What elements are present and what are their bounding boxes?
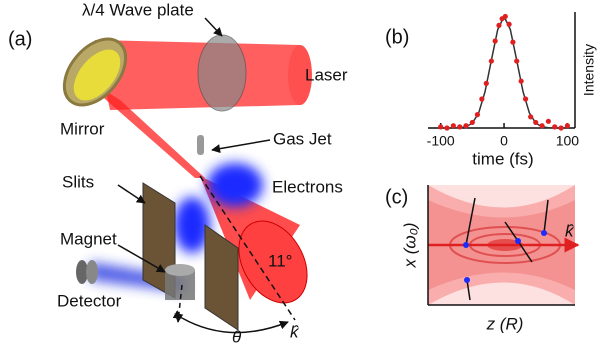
data-point [484, 81, 489, 86]
label: Detector [57, 291, 122, 310]
figure: (a) λ/4 Wave plate Laser Mirror Gas Jet … [0, 0, 605, 349]
electron [541, 230, 547, 236]
data-point [552, 124, 557, 129]
x-tick-label: 100 [556, 133, 580, 149]
data-point [565, 123, 570, 128]
electrons [207, 163, 263, 207]
x-tick-label: -100 [427, 133, 455, 149]
magnet-top [165, 264, 195, 276]
data-point [496, 23, 501, 28]
data-point [519, 79, 524, 84]
y-axis-label: Intensity [581, 44, 597, 96]
pointer [205, 18, 222, 36]
label: Mirror [60, 119, 105, 138]
pointer [118, 185, 145, 203]
x-axis-label: z (R) [486, 314, 524, 333]
waveplate [198, 35, 246, 111]
data-point [475, 112, 480, 117]
data-point [463, 123, 468, 128]
pulse-chart: -100 0 100 [427, 12, 580, 149]
label: λ/4 Wave plate [82, 0, 194, 19]
data-point [479, 96, 484, 101]
x-tick-label: 0 [500, 133, 508, 149]
x-axis-label: time (fs) [472, 149, 533, 168]
label: Magnet [60, 229, 117, 248]
label: Slits [62, 172, 94, 191]
pointer [212, 140, 270, 150]
electron [464, 277, 470, 283]
data-point [503, 14, 508, 19]
data-point [539, 123, 544, 128]
data-point [489, 58, 494, 63]
data-point [558, 125, 563, 130]
label: k̂ [290, 322, 300, 341]
data-point [457, 124, 462, 129]
data-point [533, 120, 538, 125]
data-point [507, 22, 512, 27]
data-point [438, 124, 443, 129]
beam-diagram [428, 185, 578, 305]
data-point [451, 123, 456, 128]
data-point [493, 38, 498, 43]
data-point [510, 40, 515, 45]
detector [86, 260, 98, 284]
data-point [523, 96, 528, 101]
fit-line [428, 16, 574, 128]
panel-label: (c) [385, 186, 408, 208]
data-point [546, 119, 551, 124]
label: 11° [268, 251, 292, 270]
electron [515, 238, 521, 244]
label: θ [232, 327, 242, 346]
data-point [514, 58, 519, 63]
electron [463, 242, 469, 248]
panel-label: (a) [8, 28, 32, 50]
label: Electrons [272, 177, 343, 196]
data-point [528, 114, 533, 119]
label: Laser [305, 65, 348, 84]
label: Gas Jet [273, 129, 332, 148]
gas-jet [197, 135, 204, 155]
data-point [444, 125, 449, 130]
y-axis-label: x (ω₀) [400, 223, 419, 269]
panel-label: (b) [385, 26, 409, 48]
data-point [470, 120, 475, 125]
